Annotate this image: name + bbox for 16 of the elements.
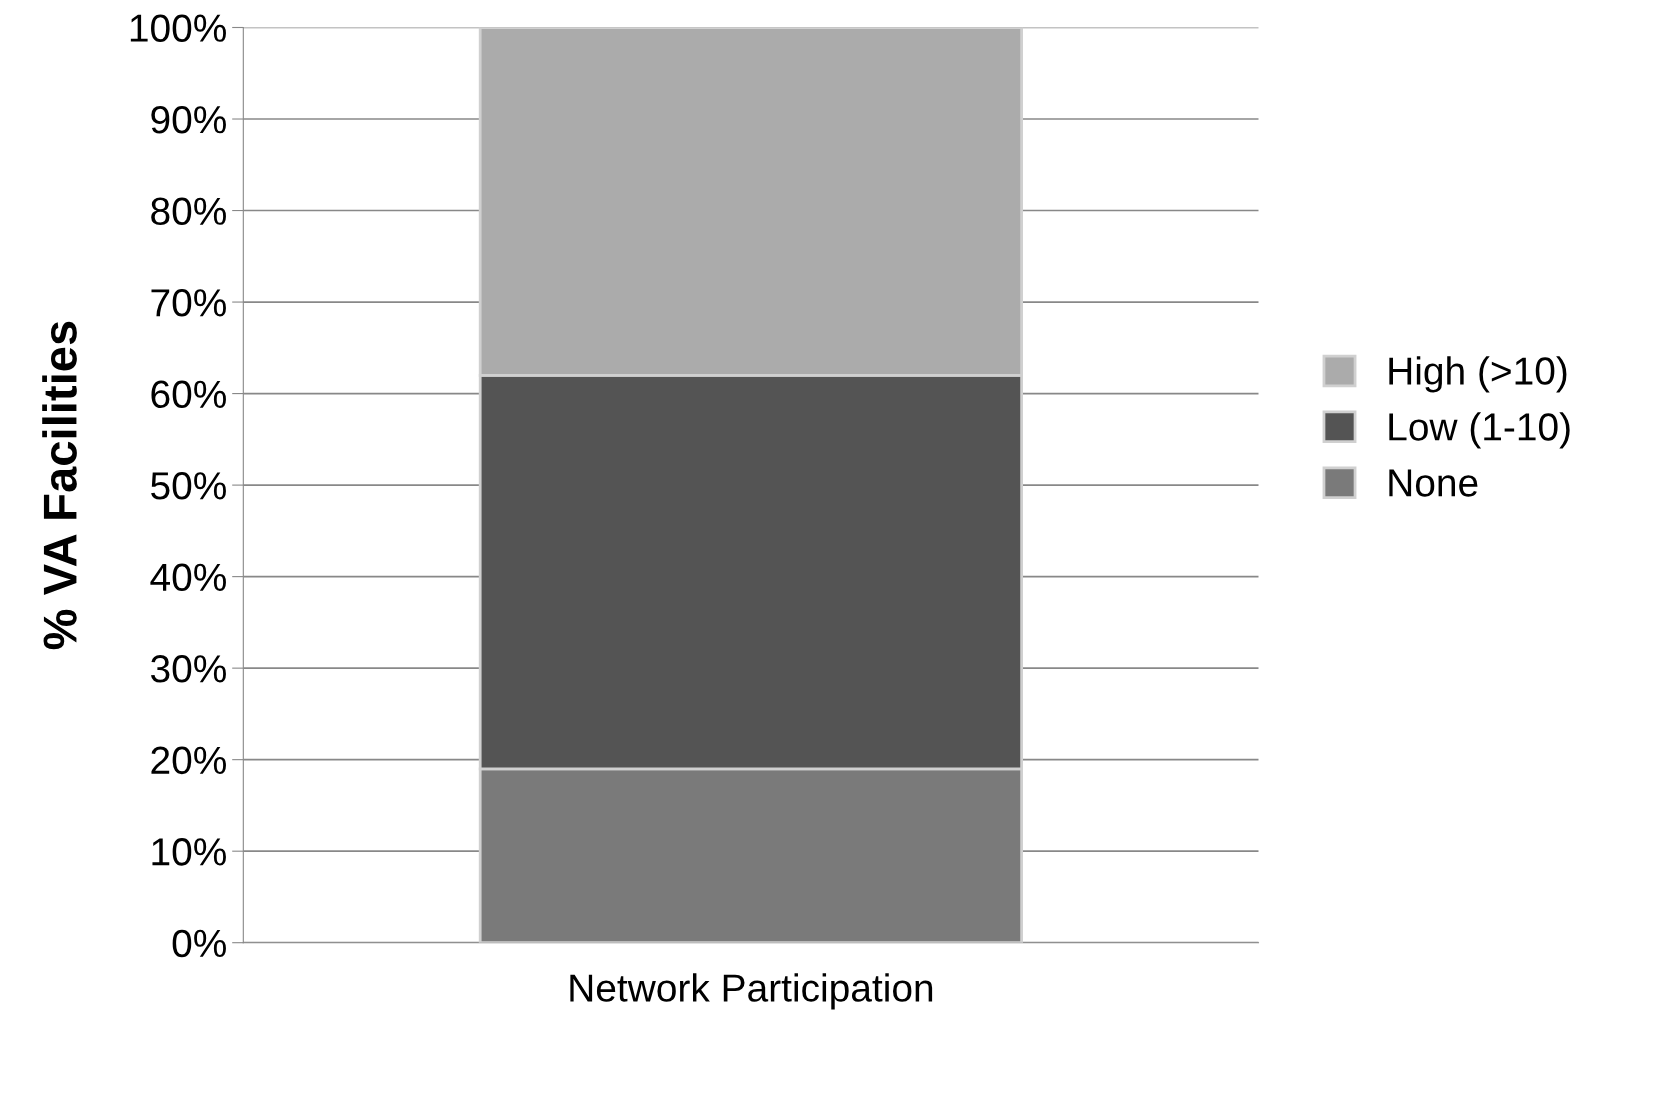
y-tick-label: 20% — [151, 746, 226, 775]
x-tick-label: Network Participation — [570, 973, 933, 1010]
y-tick-label: 70% — [151, 289, 226, 317]
y-tick-label: 80% — [151, 197, 226, 226]
y-tick-label: 30% — [150, 655, 226, 683]
y-tick-label: 60% — [151, 380, 226, 409]
y-tick-label: 100% — [130, 14, 226, 42]
legend-label: None — [1389, 469, 1478, 497]
legend-label: Low (1-10) — [1389, 412, 1570, 449]
y-tick-label: 0% — [172, 929, 226, 958]
y-axis-title: % VA Facilities — [42, 321, 77, 650]
y-tick-label: 90% — [151, 105, 226, 134]
y-tick-label: 50% — [151, 472, 226, 500]
y-tick-label: 10% — [152, 838, 226, 866]
y-tick-label: 40% — [150, 563, 226, 592]
legend-label: High (>10) — [1389, 356, 1567, 393]
